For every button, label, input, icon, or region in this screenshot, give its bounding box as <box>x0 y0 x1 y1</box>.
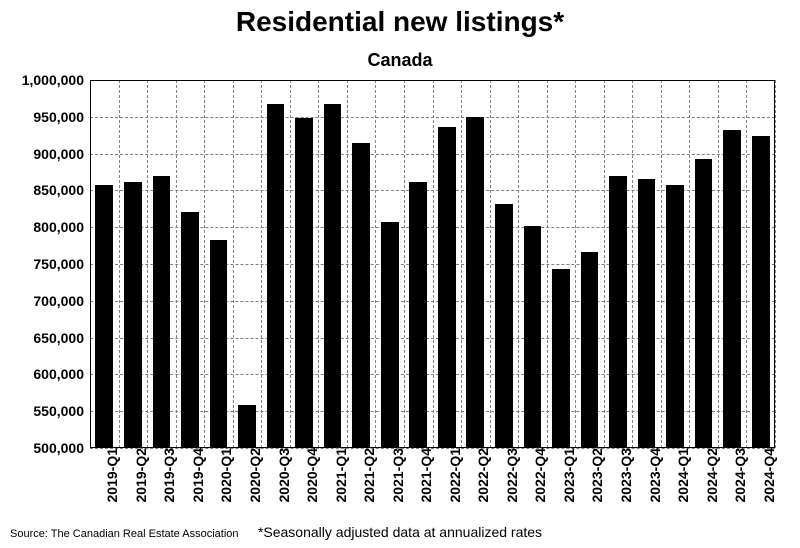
bar <box>210 240 228 448</box>
x-tick-label: 2020-Q2 <box>245 448 263 528</box>
bar <box>409 182 427 448</box>
chart-subtitle: Canada <box>0 50 800 71</box>
gridline-v <box>461 80 462 448</box>
bar <box>723 130 741 448</box>
x-tick-label: 2020-Q1 <box>216 448 234 528</box>
x-tick-label: 2024-Q1 <box>673 448 691 528</box>
x-tick-label: 2021-Q1 <box>331 448 349 528</box>
y-tick-label: 850,000 <box>33 182 90 198</box>
bar <box>438 127 456 448</box>
gridline-v <box>604 80 605 448</box>
x-tick-label: 2021-Q4 <box>416 448 434 528</box>
bar <box>381 222 399 448</box>
x-tick-label: 2024-Q3 <box>730 448 748 528</box>
gridline-v <box>119 80 120 448</box>
gridline-v <box>347 80 348 448</box>
gridline-v <box>204 80 205 448</box>
x-tick-label: 2021-Q3 <box>388 448 406 528</box>
bar <box>552 269 570 448</box>
x-tick-label: 2022-Q2 <box>473 448 491 528</box>
gridline-v <box>318 80 319 448</box>
gridline-v <box>261 80 262 448</box>
gridline-v <box>176 80 177 448</box>
bar <box>695 159 713 448</box>
bar <box>181 212 199 448</box>
bar <box>666 185 684 448</box>
y-tick-label: 900,000 <box>33 146 90 162</box>
gridline-v <box>147 80 148 448</box>
gridline-v <box>90 80 91 448</box>
bar <box>238 405 256 448</box>
bar <box>638 179 656 448</box>
bar <box>95 185 113 448</box>
bar <box>752 136 770 448</box>
gridline-v <box>290 80 291 448</box>
bar <box>153 176 171 448</box>
gridline-v <box>375 80 376 448</box>
x-tick-label: 2024-Q4 <box>759 448 777 528</box>
gridline-v <box>718 80 719 448</box>
y-tick-label: 800,000 <box>33 219 90 235</box>
bar <box>124 182 142 448</box>
x-tick-label: 2019-Q4 <box>188 448 206 528</box>
y-tick-label: 950,000 <box>33 109 90 125</box>
x-tick-label: 2022-Q4 <box>530 448 548 528</box>
bar <box>324 104 342 448</box>
bar <box>495 204 513 448</box>
y-tick-label: 650,000 <box>33 330 90 346</box>
x-tick-label: 2024-Q2 <box>702 448 720 528</box>
bar <box>466 117 484 448</box>
gridline-v <box>518 80 519 448</box>
y-tick-label: 700,000 <box>33 293 90 309</box>
chart-title: Residential new listings* <box>0 6 800 38</box>
bar <box>352 143 370 448</box>
gridline-v <box>433 80 434 448</box>
x-tick-label: 2023-Q2 <box>587 448 605 528</box>
gridline-v <box>404 80 405 448</box>
gridline-v <box>490 80 491 448</box>
bar <box>524 226 542 448</box>
x-tick-label: 2019-Q2 <box>131 448 149 528</box>
x-tick-label: 2019-Q1 <box>102 448 120 528</box>
x-tick-label: 2022-Q1 <box>445 448 463 528</box>
x-tick-label: 2020-Q3 <box>274 448 292 528</box>
x-tick-label: 2023-Q4 <box>645 448 663 528</box>
gridline-v <box>233 80 234 448</box>
gridline-v <box>575 80 576 448</box>
bar <box>295 118 313 448</box>
y-tick-label: 500,000 <box>33 440 90 456</box>
gridline-v <box>689 80 690 448</box>
x-tick-label: 2023-Q3 <box>616 448 634 528</box>
gridline-v <box>746 80 747 448</box>
plot-area: 500,000550,000600,000650,000700,000750,0… <box>90 80 775 448</box>
gridline-v <box>547 80 548 448</box>
x-tick-label: 2020-Q4 <box>302 448 320 528</box>
gridline-v <box>775 80 776 448</box>
bar <box>581 252 599 448</box>
y-tick-label: 550,000 <box>33 403 90 419</box>
bar <box>609 176 627 448</box>
x-tick-label: 2021-Q2 <box>359 448 377 528</box>
y-tick-label: 750,000 <box>33 256 90 272</box>
x-tick-label: 2023-Q1 <box>559 448 577 528</box>
gridline-v <box>661 80 662 448</box>
y-tick-label: 1,000,000 <box>22 72 90 88</box>
chart-page: Residential new listings* Canada 500,000… <box>0 0 800 548</box>
footnote-label: *Seasonally adjusted data at annualized … <box>0 524 800 540</box>
x-tick-label: 2022-Q3 <box>502 448 520 528</box>
gridline-v <box>632 80 633 448</box>
bar <box>267 104 285 448</box>
y-tick-label: 600,000 <box>33 366 90 382</box>
x-tick-label: 2019-Q3 <box>159 448 177 528</box>
